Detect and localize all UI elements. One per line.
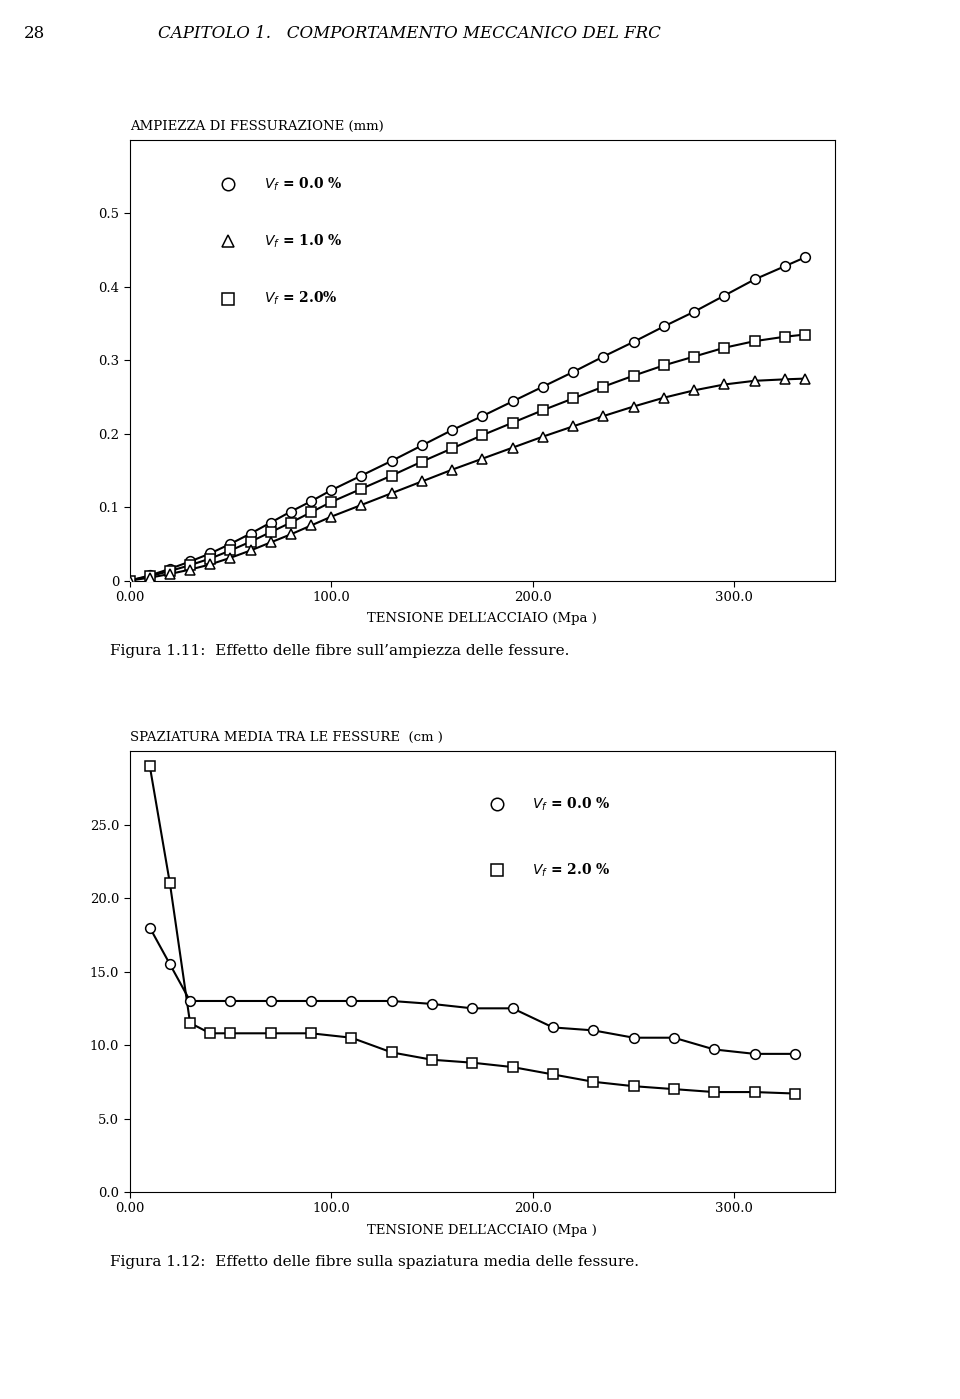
X-axis label: TENSIONE DELL’ACCIAIO (Mpa ): TENSIONE DELL’ACCIAIO (Mpa )	[368, 613, 597, 625]
Text: Figura 1.11:  Effetto delle fibre sull’ampiezza delle fessure.: Figura 1.11: Effetto delle fibre sull’am…	[110, 644, 570, 658]
Text: SPAZIATURA MEDIA TRA LE FESSURE  (cm ): SPAZIATURA MEDIA TRA LE FESSURE (cm )	[130, 732, 443, 744]
Text: AMPIEZZA DI FESSURAZIONE (mm): AMPIEZZA DI FESSURAZIONE (mm)	[130, 120, 383, 133]
Text: $V_f$ = 0.0 %: $V_f$ = 0.0 %	[264, 175, 342, 193]
Text: $V_f$ = 1.0 %: $V_f$ = 1.0 %	[264, 232, 342, 250]
Text: $V_f$ = 2.0%: $V_f$ = 2.0%	[264, 290, 337, 308]
Text: $V_f$ = 2.0 %: $V_f$ = 2.0 %	[532, 862, 611, 879]
Text: 28: 28	[24, 25, 45, 42]
Text: $V_f$ = 0.0 %: $V_f$ = 0.0 %	[532, 796, 611, 813]
Text: Figura 1.12:  Effetto delle fibre sulla spaziatura media delle fessure.: Figura 1.12: Effetto delle fibre sulla s…	[110, 1255, 639, 1269]
Text: CAPITOLO 1.   COMPORTAMENTO MECCANICO DEL FRC: CAPITOLO 1. COMPORTAMENTO MECCANICO DEL …	[158, 25, 661, 42]
X-axis label: TENSIONE DELL’ACCIAIO (Mpa ): TENSIONE DELL’ACCIAIO (Mpa )	[368, 1224, 597, 1237]
